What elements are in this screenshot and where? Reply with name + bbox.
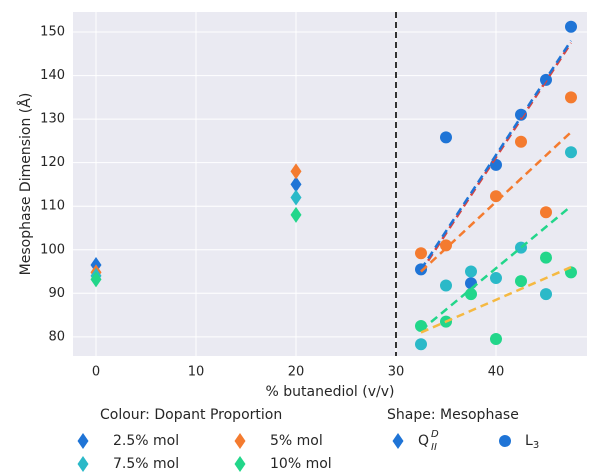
legend-label: 7.5% mol (113, 456, 179, 472)
y-axis-title: Mesophase Dimension (Å) (17, 93, 34, 276)
diamond-point (77, 456, 89, 472)
y-tick-label: 120 (40, 155, 65, 170)
legend-label: Q D II (418, 429, 439, 453)
label-sub: II (431, 442, 437, 453)
x-tick-label: 30 (388, 365, 405, 380)
x-tick-label: 40 (488, 365, 505, 380)
y-tick-label: 140 (40, 68, 65, 83)
legend-label: 5% mol (270, 433, 323, 449)
diamond-point (290, 189, 302, 206)
circle-point (499, 435, 511, 447)
diamond-point (290, 176, 302, 193)
plot-area (73, 12, 587, 356)
circle-point (540, 206, 552, 219)
y-tick-label: 90 (48, 286, 65, 301)
circle-point (515, 275, 527, 288)
circle-point (440, 239, 452, 252)
circle-point (490, 333, 502, 346)
circle-point (440, 131, 452, 144)
legend-label: 10% mol (270, 456, 332, 472)
legend-title: Colour: Dopant Proportion (100, 407, 282, 423)
label-base: Q (418, 433, 429, 449)
circle-point (565, 20, 577, 33)
y-tick-label: 150 (40, 25, 65, 40)
y-tick-label: 110 (40, 199, 65, 214)
circle-point (515, 135, 527, 148)
label-sup: D (431, 429, 439, 440)
label-base: L (525, 433, 533, 449)
x-tick-label: 10 (188, 365, 205, 380)
diamond-point (234, 433, 246, 449)
circle-point (565, 91, 577, 104)
fit-line (420, 205, 572, 332)
circle-point (415, 338, 427, 351)
circle-point (415, 247, 427, 260)
y-tick-label: 80 (48, 329, 65, 344)
circle-point (490, 158, 502, 171)
x-axis-title: % butanediol (v/v) (266, 384, 395, 400)
circle-point (465, 288, 477, 301)
x-tick-label: 0 (92, 365, 100, 380)
y-tick-label: 100 (40, 242, 65, 257)
diamond-point (392, 433, 404, 449)
legend-label: L3 (525, 433, 539, 451)
x-tick-label: 20 (288, 365, 305, 380)
circle-point (540, 251, 552, 264)
fit-line (420, 266, 572, 334)
label-sub: 3 (533, 440, 539, 451)
diamond-point (290, 163, 302, 180)
circle-point (540, 288, 552, 301)
fit-line (419, 40, 573, 271)
legend-title: Shape: Mesophase (387, 407, 519, 423)
legend-label: 2.5% mol (113, 433, 179, 449)
diamond-point (290, 206, 302, 223)
circle-point (465, 265, 477, 278)
circle-point (440, 279, 452, 292)
circle-point (490, 190, 502, 203)
circle-point (565, 146, 577, 159)
diamond-point (90, 271, 102, 288)
diamond-point (77, 433, 89, 449)
circle-point (490, 272, 502, 285)
y-tick-label: 130 (40, 112, 65, 127)
fit-line (420, 131, 572, 273)
diamond-point (234, 456, 246, 472)
